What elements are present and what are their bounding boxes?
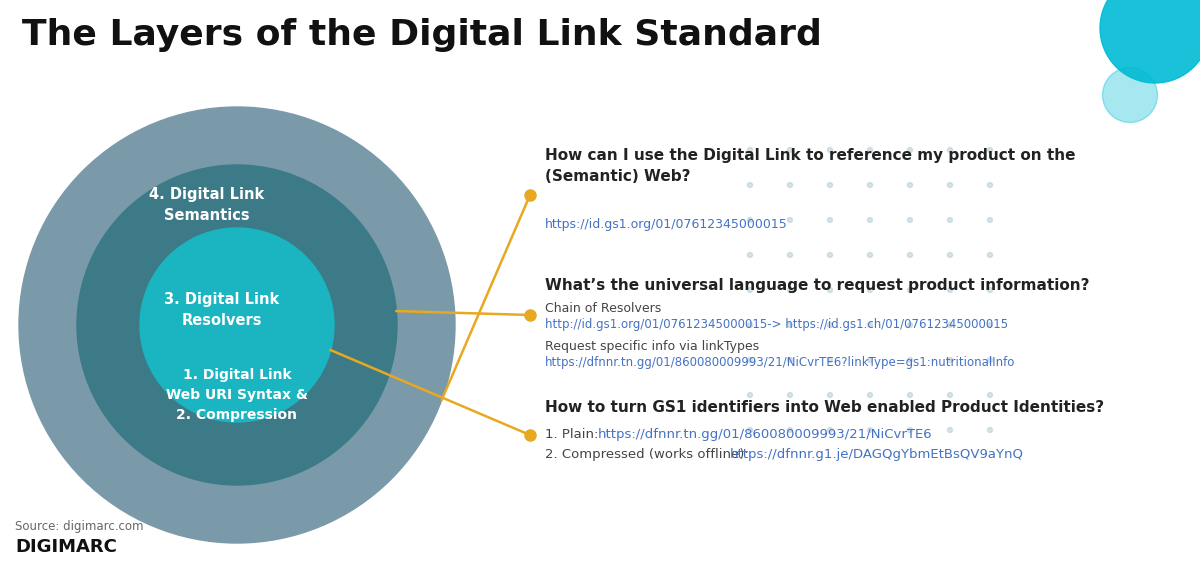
Text: DIGIMARC: DIGIMARC bbox=[14, 538, 116, 556]
Text: https://dfnnr.g1.je/DAGQgYbmEtBsQV9aYnQ: https://dfnnr.g1.je/DAGQgYbmEtBsQV9aYnQ bbox=[730, 448, 1024, 461]
Ellipse shape bbox=[828, 323, 833, 328]
Ellipse shape bbox=[868, 218, 872, 222]
Text: Source: digimarc.com: Source: digimarc.com bbox=[14, 520, 144, 533]
Ellipse shape bbox=[988, 252, 992, 258]
Text: Request specific info via linkTypes: Request specific info via linkTypes bbox=[545, 340, 760, 353]
Ellipse shape bbox=[787, 182, 792, 188]
Ellipse shape bbox=[948, 218, 953, 222]
Ellipse shape bbox=[748, 148, 752, 152]
Text: How to turn GS1 identifiers into Web enabled Product Identities?: How to turn GS1 identifiers into Web ena… bbox=[545, 400, 1104, 415]
Ellipse shape bbox=[988, 393, 992, 398]
Ellipse shape bbox=[787, 252, 792, 258]
Ellipse shape bbox=[948, 427, 953, 433]
Ellipse shape bbox=[907, 288, 912, 292]
Ellipse shape bbox=[948, 148, 953, 152]
Ellipse shape bbox=[828, 148, 833, 152]
Ellipse shape bbox=[748, 182, 752, 188]
Ellipse shape bbox=[828, 393, 833, 398]
Ellipse shape bbox=[868, 182, 872, 188]
Ellipse shape bbox=[988, 288, 992, 292]
Ellipse shape bbox=[828, 357, 833, 362]
Ellipse shape bbox=[988, 323, 992, 328]
Text: https://dfnnr.tn.gg/01/860080009993/21/NiCvrTE6: https://dfnnr.tn.gg/01/860080009993/21/N… bbox=[598, 428, 932, 441]
Ellipse shape bbox=[140, 228, 334, 422]
Ellipse shape bbox=[988, 182, 992, 188]
Ellipse shape bbox=[907, 148, 912, 152]
Text: 3. Digital Link
Resolvers: 3. Digital Link Resolvers bbox=[164, 292, 280, 328]
Text: 2. Compressed (works offline):: 2. Compressed (works offline): bbox=[545, 448, 754, 461]
Text: What’s the universal language to request product information?: What’s the universal language to request… bbox=[545, 278, 1090, 293]
Ellipse shape bbox=[948, 252, 953, 258]
Ellipse shape bbox=[868, 288, 872, 292]
Ellipse shape bbox=[907, 393, 912, 398]
Ellipse shape bbox=[748, 288, 752, 292]
Text: 4. Digital Link
Semantics: 4. Digital Link Semantics bbox=[149, 187, 265, 223]
Ellipse shape bbox=[988, 427, 992, 433]
Ellipse shape bbox=[748, 393, 752, 398]
Ellipse shape bbox=[868, 148, 872, 152]
Ellipse shape bbox=[907, 252, 912, 258]
Ellipse shape bbox=[988, 148, 992, 152]
Text: https://id.gs1.org/01/07612345000015: https://id.gs1.org/01/07612345000015 bbox=[545, 218, 787, 231]
Ellipse shape bbox=[868, 252, 872, 258]
Ellipse shape bbox=[828, 427, 833, 433]
Ellipse shape bbox=[787, 427, 792, 433]
Ellipse shape bbox=[1100, 0, 1200, 83]
Ellipse shape bbox=[988, 357, 992, 362]
Ellipse shape bbox=[748, 323, 752, 328]
Ellipse shape bbox=[828, 252, 833, 258]
Text: How can I use the Digital Link to reference my product on the
(Semantic) Web?: How can I use the Digital Link to refere… bbox=[545, 148, 1075, 184]
Ellipse shape bbox=[748, 218, 752, 222]
Ellipse shape bbox=[787, 393, 792, 398]
Ellipse shape bbox=[19, 107, 455, 543]
Ellipse shape bbox=[907, 357, 912, 362]
Ellipse shape bbox=[907, 218, 912, 222]
Ellipse shape bbox=[828, 288, 833, 292]
Text: http://id.gs1.org/01/07612345000015-> https://id.gs1.ch/01/07612345000015: http://id.gs1.org/01/07612345000015-> ht… bbox=[545, 318, 1008, 331]
Text: 1. Plain:: 1. Plain: bbox=[545, 428, 602, 441]
Ellipse shape bbox=[787, 148, 792, 152]
Ellipse shape bbox=[828, 218, 833, 222]
Ellipse shape bbox=[868, 357, 872, 362]
Ellipse shape bbox=[907, 182, 912, 188]
Ellipse shape bbox=[948, 323, 953, 328]
Ellipse shape bbox=[828, 182, 833, 188]
Ellipse shape bbox=[948, 393, 953, 398]
Ellipse shape bbox=[748, 427, 752, 433]
Ellipse shape bbox=[748, 357, 752, 362]
Text: 1. Digital Link
Web URI Syntax &
2. Compression: 1. Digital Link Web URI Syntax & 2. Comp… bbox=[166, 368, 308, 422]
Ellipse shape bbox=[787, 288, 792, 292]
Ellipse shape bbox=[1103, 68, 1158, 123]
Text: Chain of Resolvers: Chain of Resolvers bbox=[545, 302, 661, 315]
Ellipse shape bbox=[787, 218, 792, 222]
Ellipse shape bbox=[787, 323, 792, 328]
Ellipse shape bbox=[787, 357, 792, 362]
Ellipse shape bbox=[868, 393, 872, 398]
Ellipse shape bbox=[907, 323, 912, 328]
Ellipse shape bbox=[868, 323, 872, 328]
Ellipse shape bbox=[948, 182, 953, 188]
Ellipse shape bbox=[988, 218, 992, 222]
Ellipse shape bbox=[868, 427, 872, 433]
Ellipse shape bbox=[948, 288, 953, 292]
Text: https://dfnnr.tn.gg/01/860080009993/21/NiCvrTE6?linkType=gs1:nutritionalInfo: https://dfnnr.tn.gg/01/860080009993/21/N… bbox=[545, 356, 1015, 369]
Ellipse shape bbox=[907, 427, 912, 433]
Text: The Layers of the Digital Link Standard: The Layers of the Digital Link Standard bbox=[22, 18, 822, 52]
Ellipse shape bbox=[748, 252, 752, 258]
Ellipse shape bbox=[948, 357, 953, 362]
Ellipse shape bbox=[77, 165, 397, 485]
